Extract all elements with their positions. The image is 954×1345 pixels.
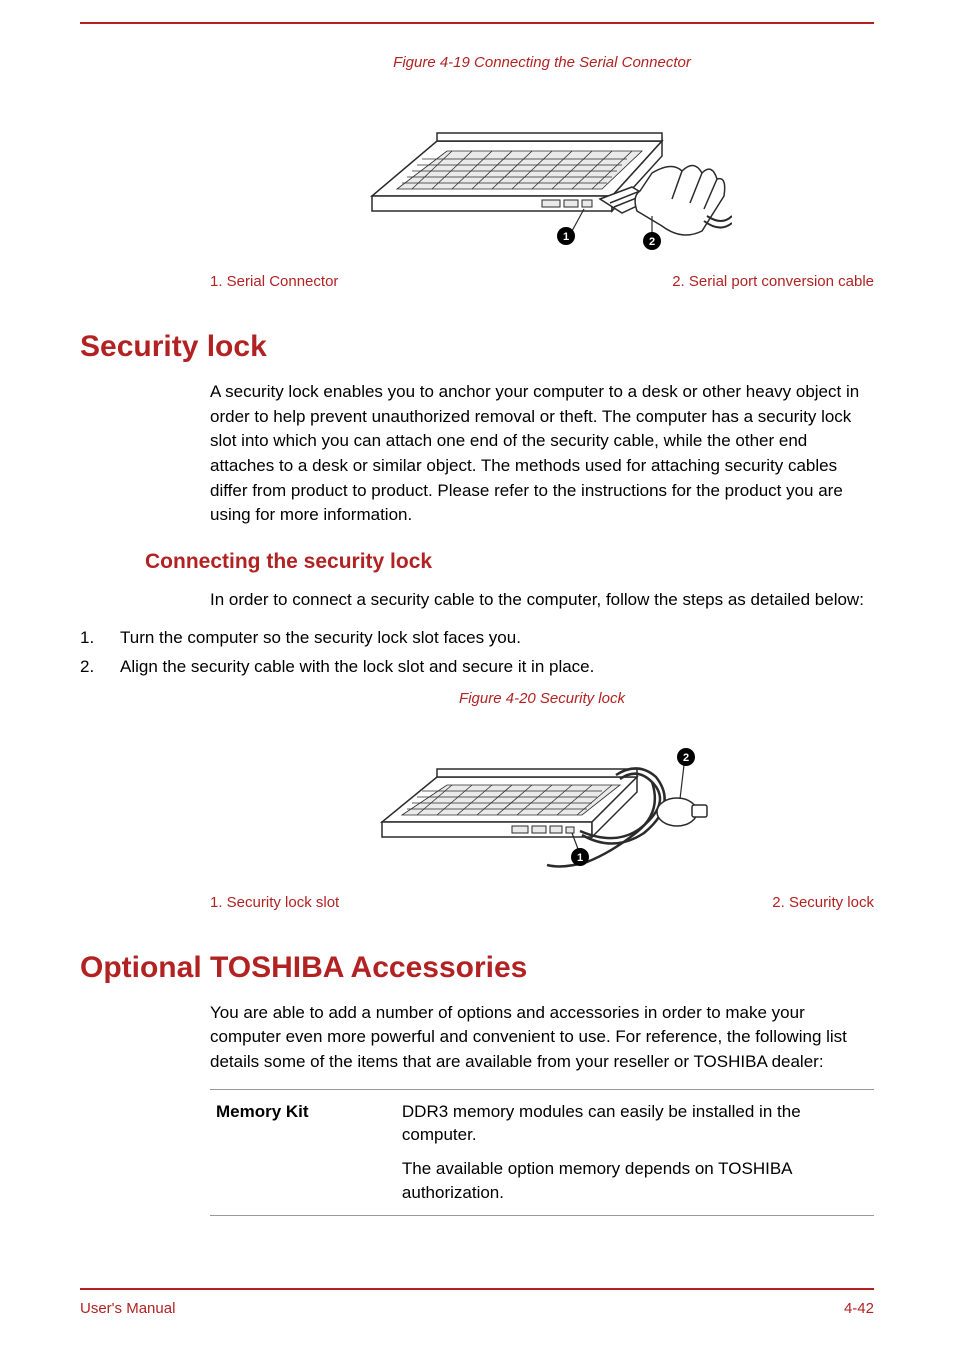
accessories-body: You are able to add a number of options …: [210, 1001, 874, 1075]
list-item: 1. Turn the computer so the security loc…: [80, 626, 874, 651]
figure-420-illustration: 1 2: [210, 717, 874, 882]
bottom-rule: [80, 1288, 874, 1290]
step-text: Align the security cable with the lock s…: [120, 655, 594, 680]
svg-text:2: 2: [649, 236, 655, 248]
connecting-security-body: In order to connect a security cable to …: [210, 588, 874, 613]
security-steps-list: 1. Turn the computer so the security loc…: [80, 626, 874, 679]
figure-419-legend: 1. Serial Connector 2. Serial port conve…: [210, 269, 874, 320]
step-text: Turn the computer so the security lock s…: [120, 626, 521, 651]
figure-420-caption: Figure 4-20 Security lock: [210, 690, 874, 707]
accessory-name: Memory Kit: [210, 1089, 396, 1215]
footer-right: 4-42: [844, 1300, 874, 1317]
svg-text:2: 2: [683, 752, 689, 764]
figure-419-legend-left: 1. Serial Connector: [210, 273, 338, 290]
figure-420-legend-left: 1. Security lock slot: [210, 894, 339, 911]
step-number: 1.: [80, 626, 102, 651]
table-row: Memory Kit DDR3 memory modules can easil…: [210, 1089, 874, 1215]
figure-420-legend-right: 2. Security lock: [772, 894, 874, 911]
figure-420-legend: 1. Security lock slot 2. Security lock: [210, 890, 874, 941]
accessory-description: DDR3 memory modules can easily be instal…: [396, 1089, 874, 1215]
figure-419-caption: Figure 4-19 Connecting the Serial Connec…: [210, 54, 874, 71]
accessories-table: Memory Kit DDR3 memory modules can easil…: [210, 1089, 874, 1216]
heading-connecting-security-lock: Connecting the security lock: [145, 550, 874, 574]
security-lock-body: A security lock enables you to anchor yo…: [210, 380, 874, 528]
heading-security-lock: Security lock: [80, 330, 874, 364]
accessory-desc-p2: The available option memory depends on T…: [402, 1157, 868, 1205]
accessory-desc-p1: DDR3 memory modules can easily be instal…: [402, 1100, 868, 1148]
heading-optional-accessories: Optional TOSHIBA Accessories: [80, 951, 874, 985]
svg-text:1: 1: [563, 231, 569, 243]
footer-left: User's Manual: [80, 1300, 175, 1317]
list-item: 2. Align the security cable with the loc…: [80, 655, 874, 680]
page-footer: User's Manual 4-42: [80, 1288, 874, 1317]
figure-419-legend-right: 2. Serial port conversion cable: [672, 273, 874, 290]
figure-419-illustration: 1 2: [210, 81, 874, 261]
step-number: 2.: [80, 655, 102, 680]
top-rule: [80, 22, 874, 24]
svg-text:1: 1: [577, 852, 583, 864]
